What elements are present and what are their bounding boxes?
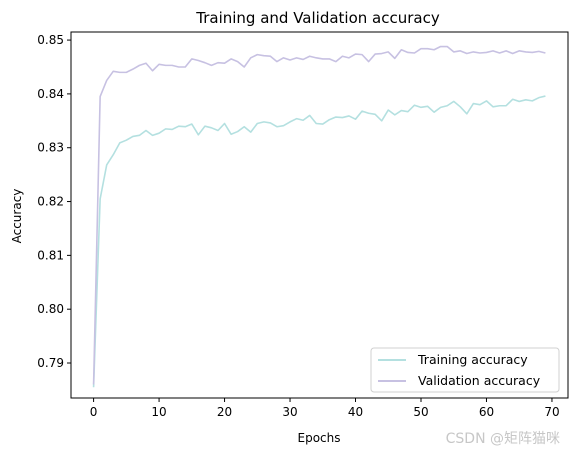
series-line-1: [92, 45, 546, 385]
y-tick-label: 0.83: [37, 141, 64, 155]
x-tick-label: 30: [282, 405, 297, 419]
x-tick-label: 40: [348, 405, 363, 419]
x-tick-label: 20: [217, 405, 232, 419]
y-tick-label: 0.82: [37, 195, 64, 209]
y-tick-label: 0.85: [37, 33, 64, 47]
y-tick-label: 0.80: [37, 302, 64, 316]
chart-title: Training and Validation accuracy: [195, 9, 440, 27]
watermark-text: CSDN @矩阵猫咪: [446, 431, 560, 447]
legend-label-training: Training accuracy: [417, 352, 528, 367]
x-tick-label: 10: [151, 405, 166, 419]
y-tick-label: 0.84: [37, 87, 64, 101]
x-tick-label: 0: [90, 405, 98, 419]
series-layer: [92, 45, 546, 388]
legend-box: [370, 347, 560, 393]
plot-frame: [70, 31, 569, 399]
series-line-0: [92, 95, 546, 388]
x-axis-ticks: 0 10 20 30 40 50 60 70: [90, 398, 560, 419]
y-axis-label: Accuracy: [10, 189, 24, 244]
x-tick-label: 50: [413, 405, 428, 419]
x-tick-label: 60: [479, 405, 494, 419]
y-tick-label: 0.79: [37, 356, 64, 370]
y-tick-label: 0.81: [37, 248, 64, 262]
legend-label-validation: Validation accuracy: [418, 373, 541, 388]
x-tick-label: 70: [544, 405, 559, 419]
x-axis-label: Epochs: [298, 431, 341, 445]
y-axis-ticks: 0.79 0.80 0.81 0.82 0.83 0.84 0.85: [37, 33, 71, 370]
legend: Training accuracy Validation accuracy: [370, 347, 560, 393]
